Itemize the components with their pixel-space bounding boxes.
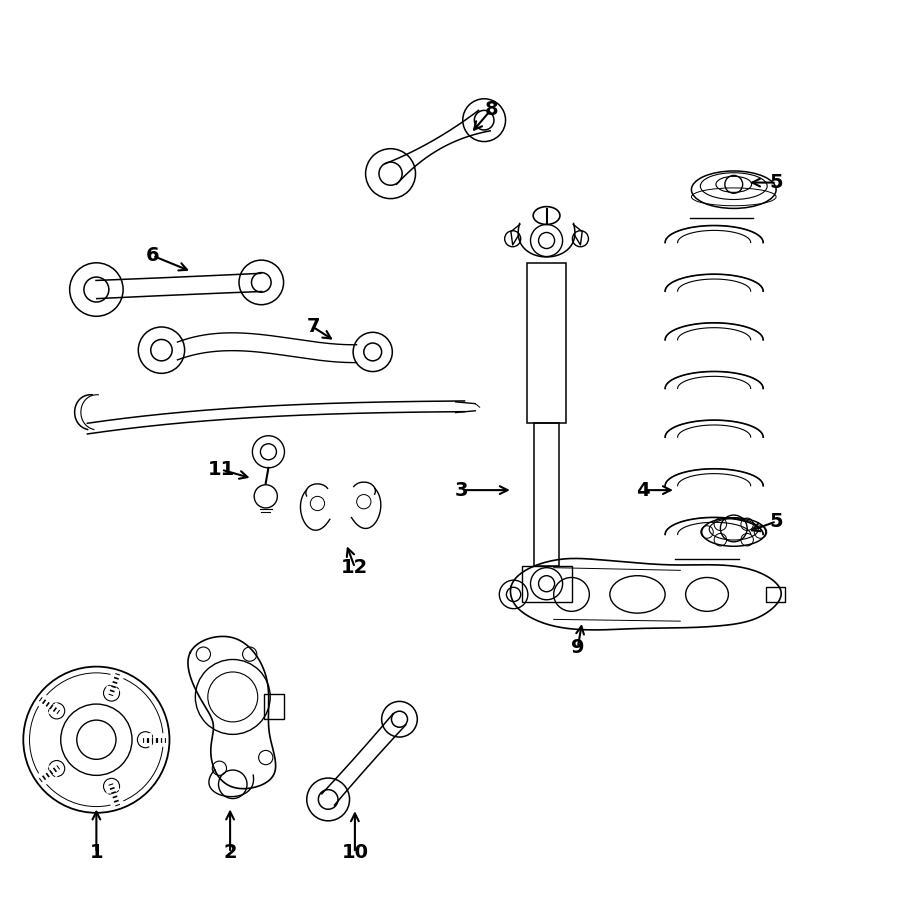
Text: 5: 5	[770, 173, 783, 192]
Bar	[527, 263, 566, 423]
Text: 11: 11	[207, 460, 235, 479]
Text: 7: 7	[306, 318, 319, 337]
Bar	[264, 694, 283, 719]
Bar	[534, 423, 559, 566]
Text: 5: 5	[770, 512, 783, 531]
Text: 10: 10	[342, 843, 369, 862]
Text: 4: 4	[636, 481, 649, 500]
Text: 2: 2	[223, 843, 237, 862]
Text: 3: 3	[455, 481, 468, 500]
Bar	[521, 566, 571, 601]
Text: 12: 12	[341, 558, 369, 577]
Text: 9: 9	[571, 638, 585, 657]
Text: 1: 1	[90, 843, 103, 862]
Bar	[766, 588, 786, 601]
Text: 8: 8	[484, 100, 498, 119]
Text: 6: 6	[145, 247, 160, 266]
